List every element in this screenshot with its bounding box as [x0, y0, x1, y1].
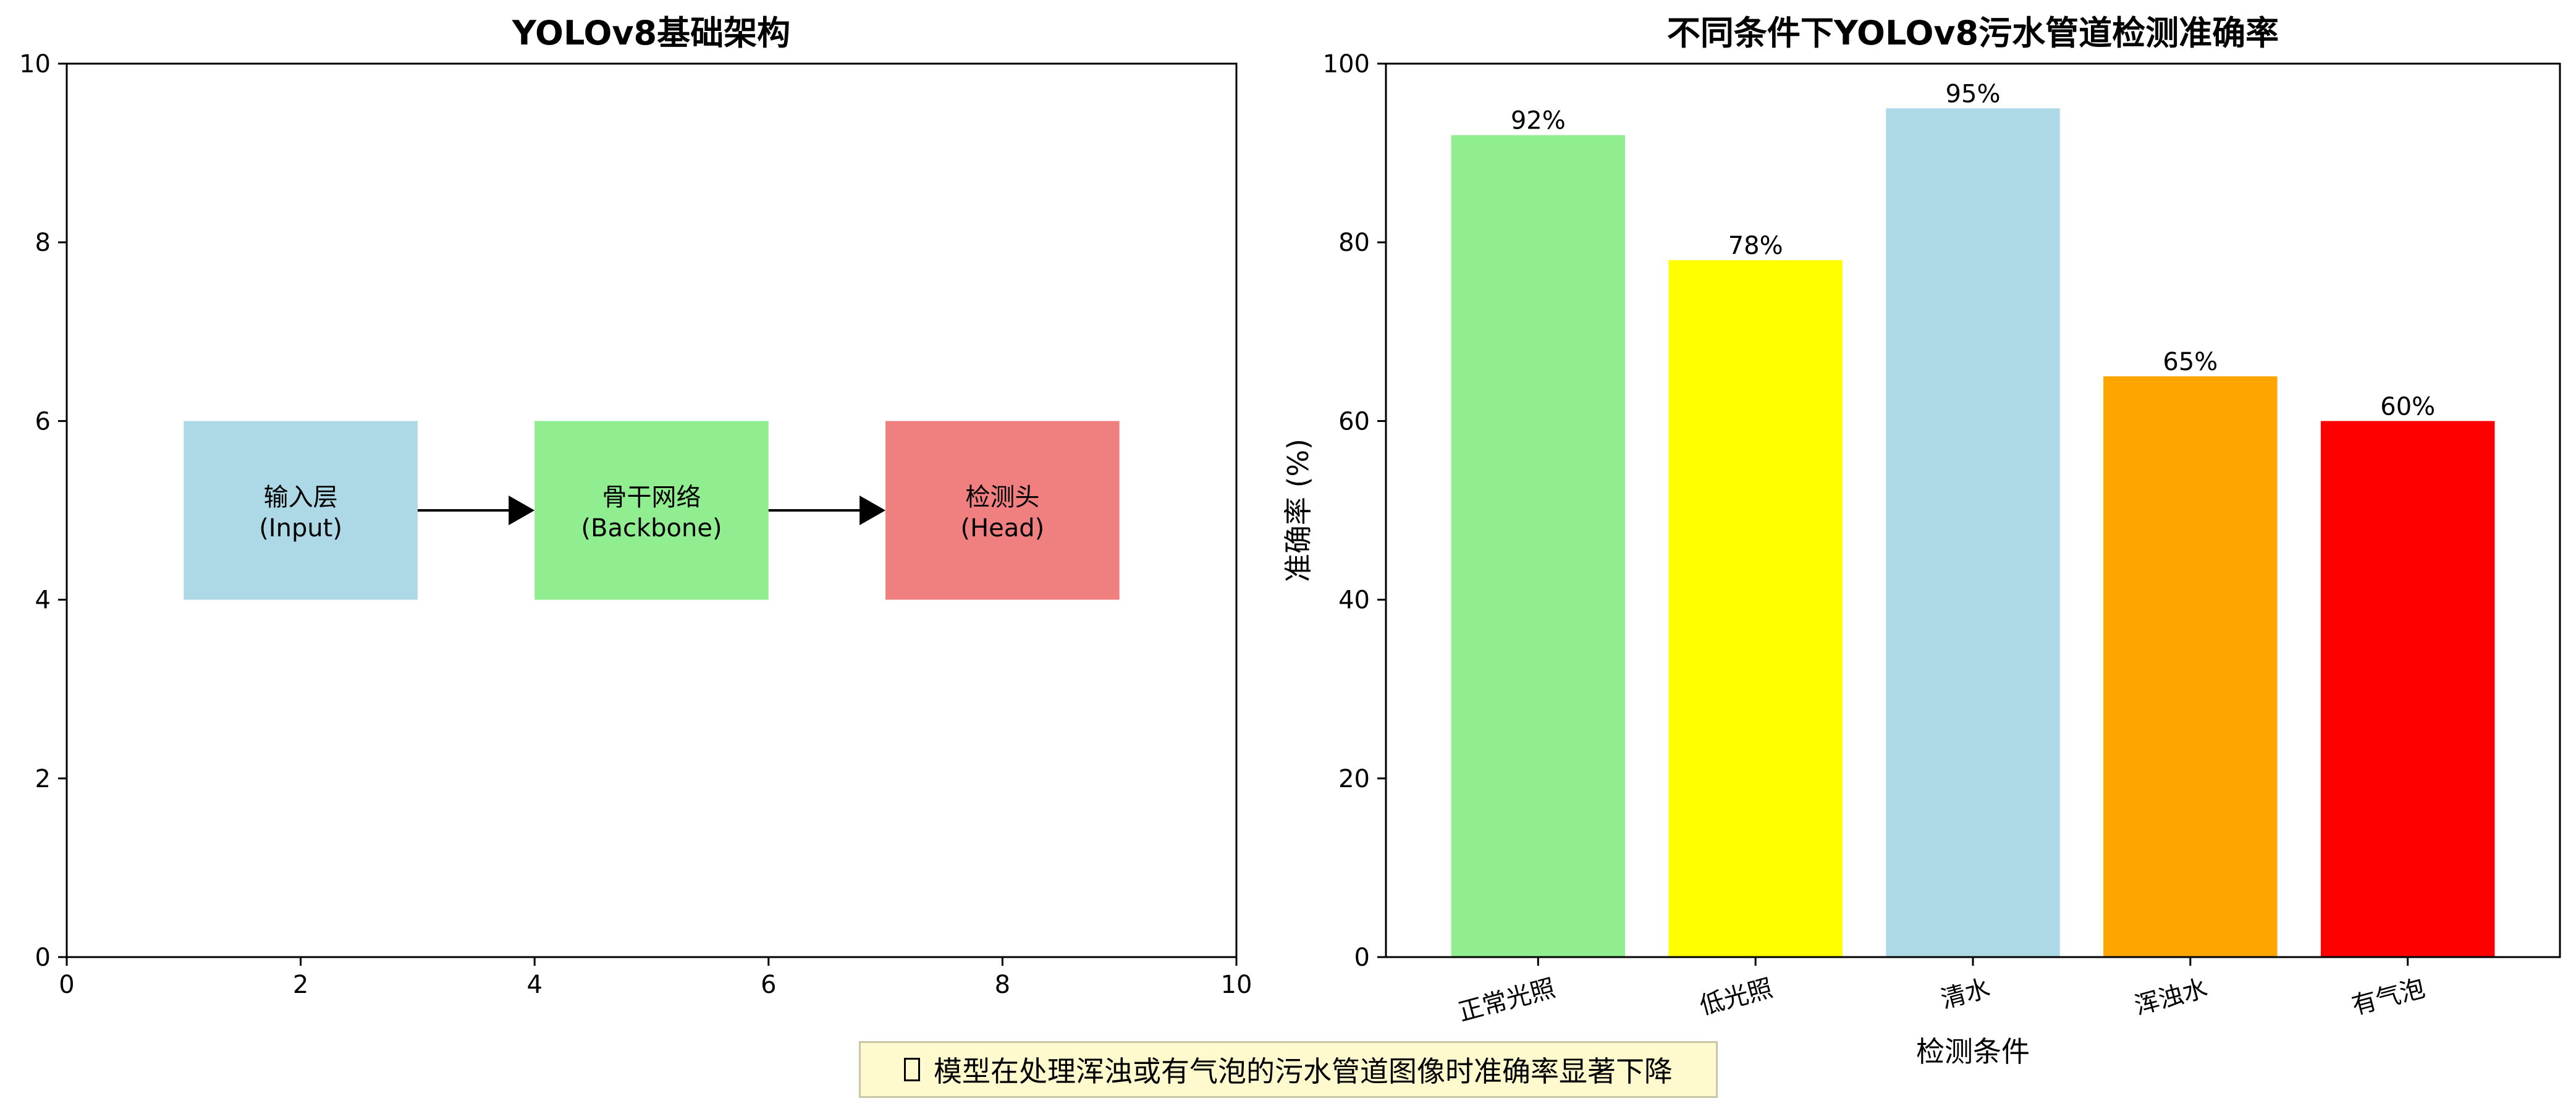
arrow-head [859, 496, 886, 525]
flow-arrow [768, 496, 886, 525]
block-box [534, 421, 769, 600]
warning-icon [904, 1058, 920, 1081]
x-tick-label: 0 [59, 971, 74, 999]
architecture-block: 骨干网络(Backbone) [534, 421, 769, 600]
x-tick-label: 6 [761, 971, 776, 999]
architecture-axes-frame [65, 62, 1238, 958]
architecture-x-ticks: 0 2 4 6 8 10 [59, 957, 1252, 999]
chart-y-ticks: 0 20 40 60 80 100 [1323, 50, 1386, 972]
y-tick-label: 20 [1338, 765, 1370, 793]
architecture-panel: YOLOv8基础架构 输入层(Input) 骨干网络(Backbone) 检测头(H… [19, 14, 1252, 999]
y-tick-label: 8 [35, 229, 51, 257]
x-tick-label: 有气泡 [2349, 974, 2428, 1020]
y-tick-label: 60 [1338, 407, 1370, 436]
bar-data-label: 95% [1946, 80, 2001, 108]
y-tick-label: 4 [35, 586, 51, 615]
x-tick-label: 清水 [1938, 974, 1993, 1014]
architecture-title: YOLOv8基础架构 [512, 14, 790, 53]
y-tick-label: 40 [1338, 586, 1370, 615]
bar-data-label: 78% [1728, 232, 1783, 260]
block-label: 骨干网络 [602, 483, 701, 512]
y-tick-label: 10 [19, 50, 51, 78]
bar [1451, 135, 1626, 958]
note-box: 模型在处理浑浊或有气泡的污水管道图像时准确率显著下降 [859, 1041, 1718, 1098]
architecture-blocks: 输入层(Input) 骨干网络(Backbone) 检测头(Head) [184, 421, 1120, 600]
note-text: 模型在处理浑浊或有气泡的污水管道图像时准确率显著下降 [934, 1055, 1673, 1088]
x-tick-label: 4 [526, 971, 542, 999]
x-tick-label: 8 [995, 971, 1010, 999]
bar-data-label: 60% [2380, 392, 2435, 421]
block-sublabel: (Input) [259, 514, 342, 542]
bar-data-label: 65% [2163, 348, 2218, 376]
architecture-y-ticks: 0 2 4 6 8 10 [19, 50, 67, 972]
block-box [184, 421, 418, 600]
chart-bars [1451, 108, 2495, 958]
architecture-block: 检测头(Head) [885, 421, 1120, 600]
architecture-block: 输入层(Input) [184, 421, 418, 600]
y-tick-label: 2 [35, 765, 51, 793]
chart-x-ticks: 正常光照 低光照 清水 浑浊水 有气泡 [1455, 957, 2428, 1027]
bar [2320, 421, 2495, 957]
x-tick-label: 浑浊水 [2132, 974, 2211, 1020]
bar-data-label: 92% [1511, 107, 1566, 135]
accuracy-chart: 不同条件下YOLOv8污水管道检测准确率 92% 78% 95% 65% 60% 正常光… [1282, 14, 2561, 1068]
bar [1886, 108, 2060, 957]
block-sublabel: (Head) [960, 514, 1044, 542]
x-tick-label: 10 [1221, 971, 1252, 999]
x-tick-label: 正常光照 [1455, 974, 1558, 1027]
block-label: 输入层 [264, 483, 338, 512]
block-label: 检测头 [965, 483, 1039, 512]
chart-title: 不同条件下YOLOv8污水管道检测准确率 [1667, 14, 2279, 53]
bar [2103, 376, 2278, 957]
block-box [885, 421, 1120, 600]
architecture-arrows [417, 496, 886, 525]
x-tick-label: 低光照 [1697, 974, 1776, 1020]
block-sublabel: (Backbone) [581, 514, 722, 542]
arrow-head [509, 496, 535, 525]
y-tick-label: 0 [35, 943, 51, 972]
y-tick-label: 0 [1354, 943, 1370, 972]
y-tick-label: 6 [35, 407, 51, 436]
bar [1668, 260, 1843, 957]
chart-y-axis-label: 准确率 (%) [1282, 439, 1315, 582]
chart-data-labels: 92% 78% 95% 65% 60% [1511, 80, 2435, 421]
flow-arrow [417, 496, 535, 525]
y-tick-label: 100 [1323, 50, 1370, 78]
chart-x-axis-label: 检测条件 [1916, 1035, 2030, 1068]
y-tick-label: 80 [1338, 229, 1370, 257]
x-tick-label: 2 [293, 971, 308, 999]
